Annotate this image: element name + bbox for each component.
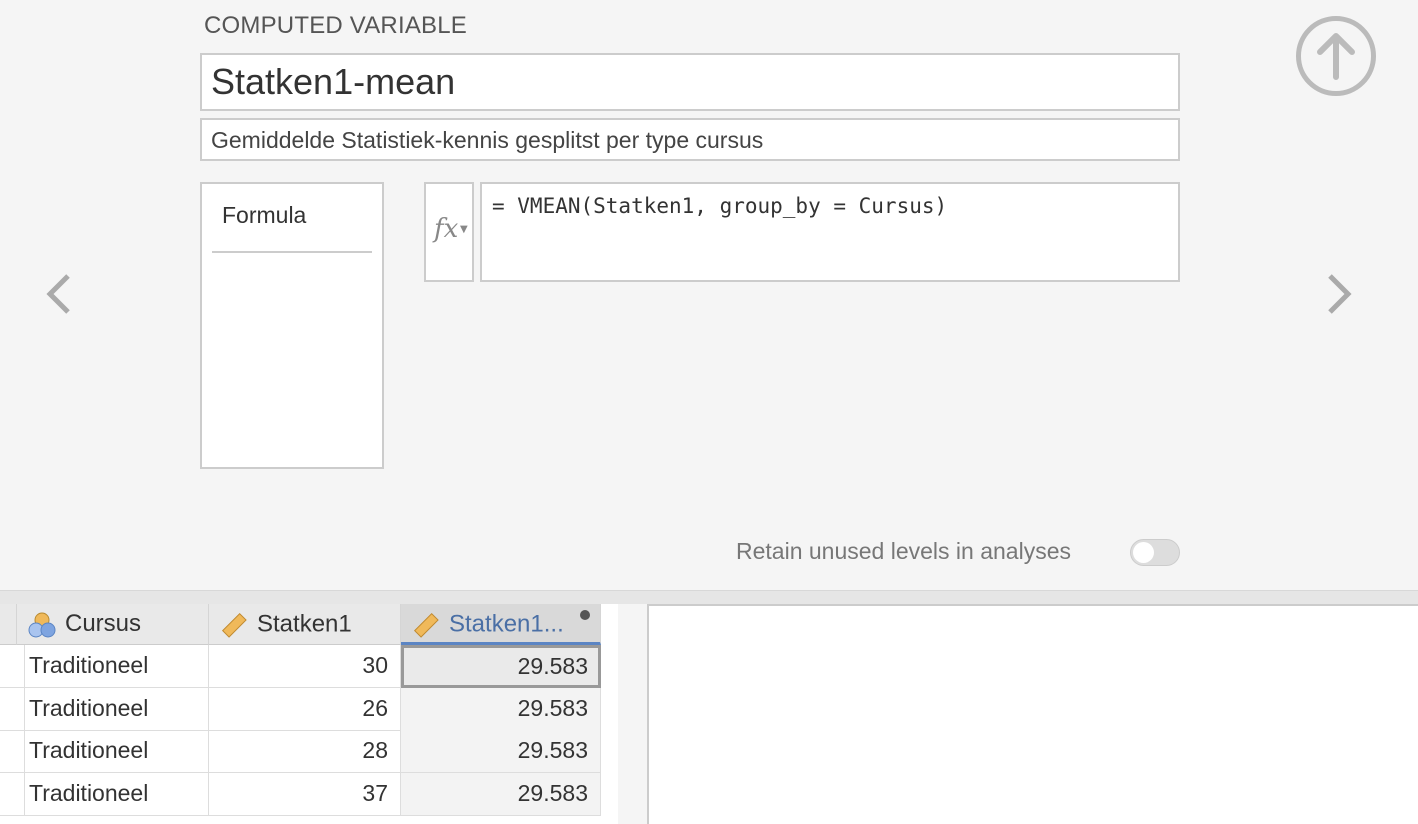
chevron-right-icon [1328, 274, 1352, 314]
computed-dot-icon [580, 610, 590, 620]
column-label: Statken1 [257, 610, 352, 638]
table-cell[interactable]: 29.583 [401, 730, 601, 773]
column-label: Statken1... [449, 610, 564, 638]
next-variable-button[interactable] [1318, 268, 1358, 330]
collapse-up-button[interactable] [1296, 16, 1376, 96]
table-cell[interactable]: Traditioneel [17, 730, 209, 773]
caret-down-icon: ▼ [460, 224, 468, 235]
nominal-icon [28, 612, 56, 638]
retain-levels-label: Retain unused levels in analyses [736, 538, 1071, 564]
splitter[interactable] [0, 590, 1418, 604]
table-cell[interactable]: 37 [209, 772, 401, 816]
data-grid: Cursus Statken1 Statken1... Traditioneel… [0, 604, 618, 824]
variable-name-input[interactable]: Statken1-mean [200, 53, 1180, 111]
ruler-icon [413, 612, 439, 638]
table-cell[interactable]: Traditioneel [17, 687, 209, 731]
row-number-header [0, 604, 17, 645]
function-picker-button[interactable]: fx ▼ [424, 182, 474, 282]
table-cell[interactable]: 28 [209, 730, 401, 773]
table-cell[interactable]: 30 [209, 645, 401, 688]
column-header-cursus[interactable]: Cursus [17, 604, 209, 645]
function-icon: fx [434, 214, 459, 244]
ruler-icon [221, 612, 247, 638]
row-number-cell[interactable] [0, 772, 25, 816]
arrow-up-icon [1317, 33, 1355, 80]
column-header-statken1-mean[interactable]: Statken1... [401, 604, 601, 645]
row-number-cell[interactable] [0, 645, 25, 688]
table-cell[interactable]: 29.583 [401, 645, 601, 688]
previous-variable-button[interactable] [40, 268, 80, 330]
method-item-formula[interactable]: Formula [212, 202, 372, 253]
table-cell[interactable]: Traditioneel [17, 645, 209, 688]
table-cell[interactable]: 29.583 [401, 687, 601, 731]
column-header-statken1[interactable]: Statken1 [209, 604, 401, 645]
method-list: Formula [200, 182, 384, 469]
row-number-cell[interactable] [0, 687, 25, 731]
formula-input[interactable]: = VMEAN(Statken1, group_by = Cursus) [480, 182, 1180, 282]
table-cell[interactable]: 26 [209, 687, 401, 731]
chevron-left-icon [46, 274, 70, 314]
row-number-cell[interactable] [0, 730, 25, 773]
retain-levels-toggle[interactable] [1130, 539, 1180, 566]
page-heading: COMPUTED VARIABLE [204, 12, 468, 39]
results-panel [647, 604, 1418, 824]
column-label: Cursus [65, 610, 142, 637]
table-cell[interactable]: Traditioneel [17, 772, 209, 816]
table-cell[interactable]: 29.583 [401, 772, 601, 816]
variable-description-input[interactable]: Gemiddelde Statistiek-kennis gesplitst p… [200, 118, 1180, 161]
